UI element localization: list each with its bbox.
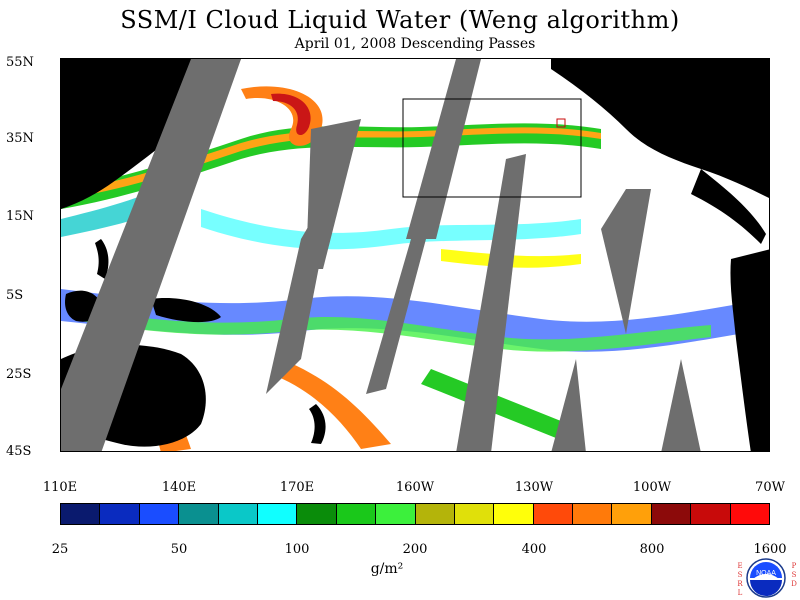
swath-gap [661,359,701,451]
color-swatch [650,504,691,524]
land-south-america [730,249,769,451]
swath-gap [551,359,586,451]
swath-gap [456,154,526,451]
lat-label: 25S [6,367,32,382]
scale-tick-label: 1600 [753,542,787,557]
color-swatch [532,504,573,524]
color-swatch [61,504,100,524]
cloud-band [201,209,581,250]
scale-tick-label: 50 [170,542,188,557]
lon-label: 110E [42,480,78,495]
cloud-band [421,369,581,444]
color-swatch [729,504,770,524]
lon-label: 100W [632,480,672,495]
scale-tick-label: 200 [402,542,428,557]
lat-label: 5S [6,288,24,303]
color-swatch [256,504,297,524]
color-swatch [217,504,257,524]
color-swatch [493,504,533,524]
cloud-band [271,93,311,136]
cloud-water-map [60,58,770,452]
lat-label: 15N [6,209,34,224]
noaa-logo-icon: NOAA [746,558,786,598]
color-swatch [296,504,336,524]
cloud-band [61,289,769,352]
scale-tick-label: 800 [639,542,665,557]
swath-gap [406,59,481,239]
lon-label: 70W [755,480,785,495]
land-north-america [551,59,769,199]
lat-label: 45S [6,444,32,459]
land-new-guinea [151,298,221,323]
swath-gap [61,59,241,451]
cloud-band [271,359,391,449]
land-philippines [95,239,109,279]
highlight-box [402,98,582,198]
land-central-america [691,169,766,244]
lat-label: 55N [6,55,34,70]
scale-tick-label: 100 [284,542,310,557]
swath-gap [601,189,651,334]
color-swatch [572,504,612,524]
color-scale-bar [60,503,770,525]
units-label: g/m² [370,561,404,577]
lat-label: 35N [6,131,34,146]
color-swatch [178,504,218,524]
lon-label: 160W [395,480,435,495]
color-swatch [453,504,494,524]
missing-swaths [61,59,701,451]
lon-label: 140E [161,480,197,495]
svg-text:NOAA: NOAA [756,570,776,577]
lon-label: 130W [514,480,554,495]
cloud-band [61,123,601,209]
swath-gap [366,239,426,394]
color-swatch [99,504,139,524]
map-title: SSM/I Cloud Liquid Water (Weng algorithm… [120,6,680,34]
scale-tick-label: 25 [51,542,69,557]
land-new-zealand [309,404,326,444]
color-swatch [414,504,454,524]
swath-gap [266,179,336,394]
color-swatch [690,504,730,524]
cloud-field [61,86,769,451]
lon-label: 170E [279,480,315,495]
color-swatch [375,504,415,524]
color-swatch [611,504,651,524]
scale-tick-label: 400 [521,542,547,557]
map-subtitle: April 01, 2008 Descending Passes [294,36,536,52]
color-swatch [335,504,376,524]
highlight-small-box [556,118,566,128]
color-swatch [138,504,179,524]
